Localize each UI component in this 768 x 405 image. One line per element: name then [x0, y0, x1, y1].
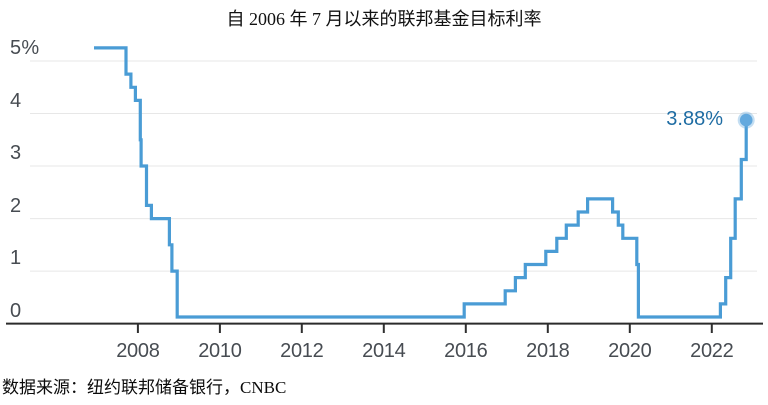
x-tick-label: 2016	[444, 340, 488, 362]
x-tick-label: 2012	[280, 340, 324, 362]
x-tick-label: 2022	[690, 340, 734, 362]
chart-title: 自 2006 年 7 月以来的联邦基金目标利率	[226, 9, 542, 29]
x-tick-label: 2010	[198, 340, 242, 362]
y-tick-label: 0	[10, 299, 22, 322]
y-tick-label: 3	[10, 142, 22, 164]
y-tick-label: 1	[10, 247, 22, 270]
x-tick-label: 2014	[362, 340, 406, 362]
y-tick-label: 5%	[10, 37, 40, 59]
x-tick-label: 2020	[608, 340, 652, 362]
x-tick-label: 2008	[116, 340, 160, 362]
end-point-dot	[739, 113, 753, 127]
y-tick-label: 2	[10, 194, 22, 217]
source-note: 数据来源：纽约联邦储备银行，CNBC	[2, 378, 287, 397]
x-tick-label: 2018	[526, 340, 570, 362]
y-tick-label: 4	[10, 89, 22, 112]
rate-step-line	[94, 46, 748, 319]
end-value-label: 3.88%	[666, 108, 723, 130]
